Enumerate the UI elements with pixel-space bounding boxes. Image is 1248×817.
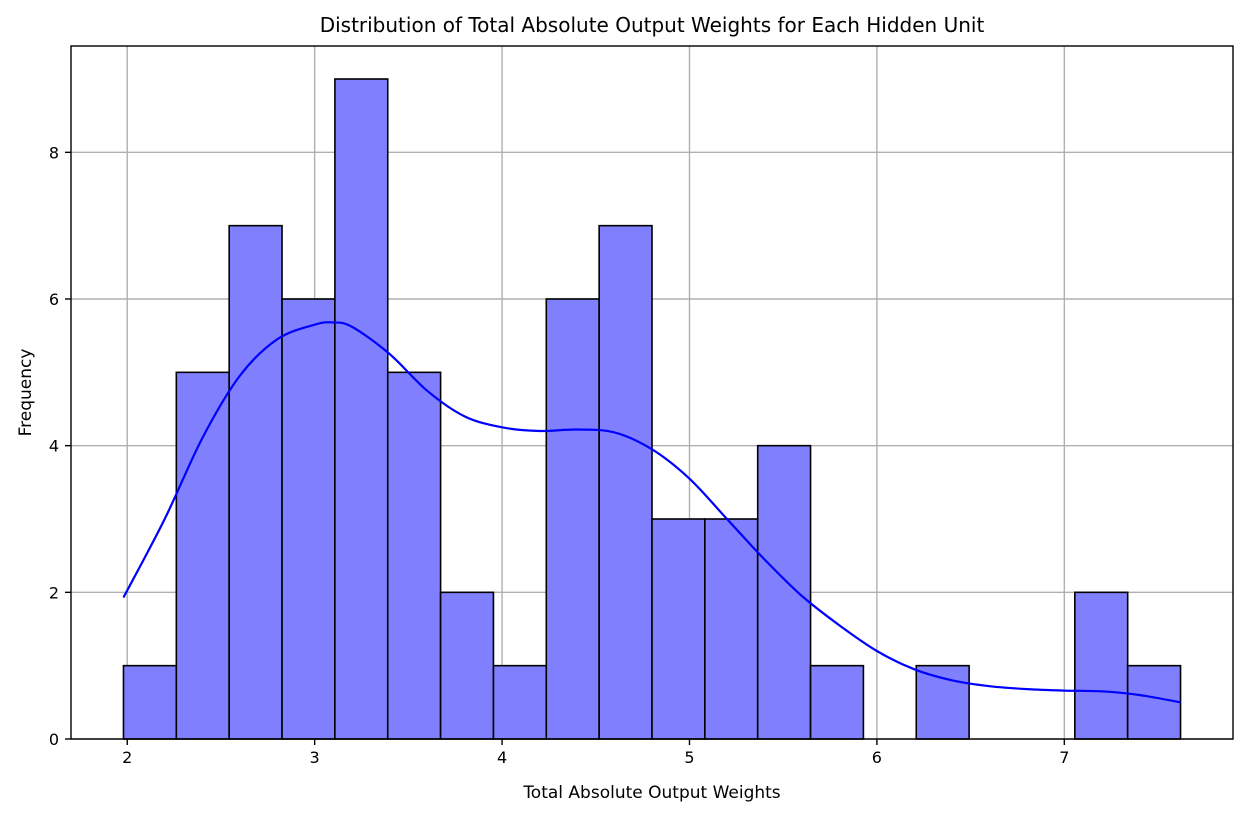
y-tick-label: 0 (49, 730, 59, 749)
x-tick-label: 2 (122, 748, 132, 767)
histogram-bar (281, 298, 336, 740)
histogram-bar (545, 298, 600, 740)
histogram-bar (439, 591, 495, 740)
x-tick-label: 5 (684, 748, 694, 767)
x-tick-label: 4 (497, 748, 507, 767)
histogram-bar (756, 444, 812, 740)
y-tick-label: 2 (49, 583, 59, 602)
histogram-bar (704, 518, 759, 740)
histogram-bar (1126, 664, 1182, 740)
kde-curve (122, 321, 1181, 704)
x-tick-label: 7 (1059, 748, 1069, 767)
axis-ticks: 2 3 4 5 6 7 0 2 4 6 8 (49, 143, 1070, 767)
histogram-bar (175, 371, 230, 740)
x-axis-label: Total Absolute Output Weights (522, 783, 780, 803)
y-tick-label: 8 (49, 143, 59, 162)
histogram-bar (228, 224, 283, 740)
plot-frame (70, 45, 1234, 740)
histogram-bar (598, 224, 653, 740)
histogram-bar (334, 78, 389, 740)
histogram-bar (1074, 591, 1129, 740)
histogram-bar (492, 664, 548, 740)
histogram-bar (915, 664, 970, 740)
histogram-bar (809, 664, 865, 740)
x-tick-label: 6 (872, 748, 882, 767)
histogram-bars (122, 78, 1182, 740)
y-axis-label: Frequency (16, 349, 36, 437)
y-tick-label: 4 (49, 437, 59, 456)
y-tick-label: 6 (49, 290, 59, 309)
histogram-bar (651, 518, 706, 740)
histogram-bar (122, 664, 178, 740)
x-tick-label: 3 (310, 748, 320, 767)
chart-title: Distribution of Total Absolute Output We… (320, 13, 985, 37)
histogram-bar (386, 371, 442, 740)
